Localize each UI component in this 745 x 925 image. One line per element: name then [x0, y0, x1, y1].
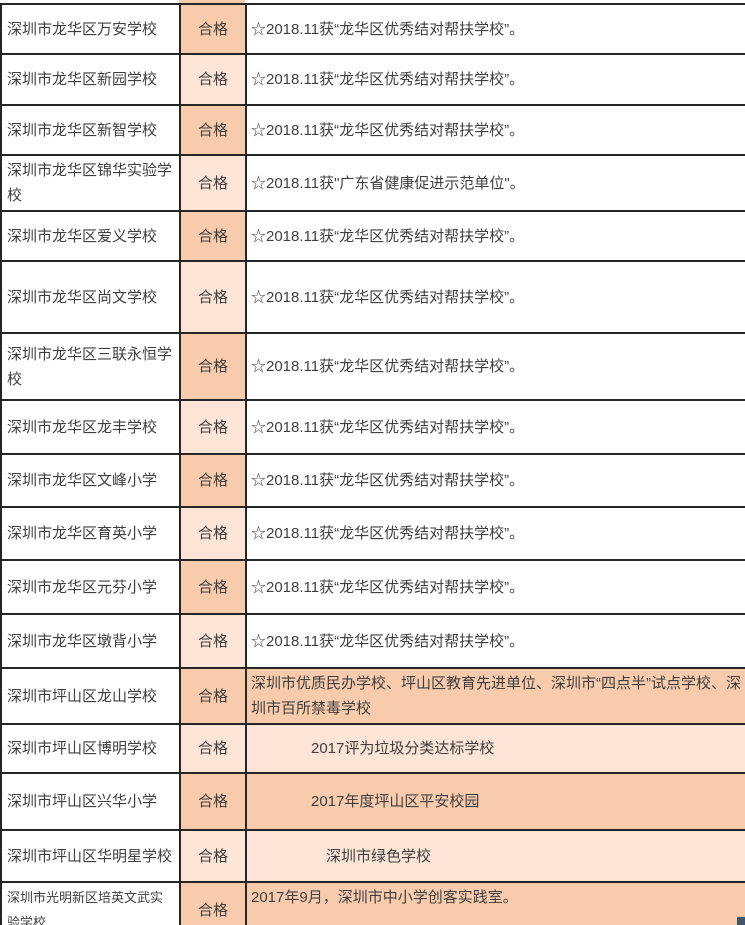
- school-name-cell[interactable]: 深圳市龙华区文峰小学: [0, 453, 181, 508]
- remark-cell[interactable]: 2017年9月，深圳市中小学创客实践室。: [245, 881, 745, 925]
- status-cell[interactable]: 合格: [179, 723, 247, 774]
- status-cell[interactable]: 合格: [179, 667, 247, 725]
- school-name-cell[interactable]: 深圳市龙华区尚文学校: [0, 260, 181, 334]
- school-name-cell[interactable]: 深圳市龙华区爱义学校: [0, 210, 181, 262]
- table-row: 深圳市龙华区文峰小学 合格 ☆2018.11获“龙华区优秀结对帮扶学校”。: [0, 453, 745, 508]
- remark-cell[interactable]: ☆2018.11获“龙华区优秀结对帮扶学校”。: [245, 332, 745, 401]
- status-cell[interactable]: 合格: [179, 559, 247, 615]
- previous-row-status-cell-remnant: [179, 0, 245, 3]
- school-name-cell[interactable]: 深圳市龙华区元芬小学: [0, 559, 181, 615]
- table-row: 深圳市龙华区尚文学校 合格 ☆2018.11获“龙华区优秀结对帮扶学校”。: [0, 260, 745, 334]
- school-name-cell[interactable]: 深圳市坪山区兴华小学: [0, 772, 181, 831]
- school-name-cell[interactable]: 深圳市龙华区新园学校: [0, 53, 181, 106]
- status-cell[interactable]: 合格: [179, 772, 247, 831]
- status-cell[interactable]: 合格: [179, 104, 247, 156]
- school-name-cell[interactable]: 深圳市龙华区万安学校: [0, 3, 181, 55]
- remark-cell[interactable]: 2017评为垃圾分类达标学校: [245, 723, 745, 774]
- status-cell[interactable]: 合格: [179, 210, 247, 262]
- previous-row-remnant: [0, 0, 745, 3]
- remark-cell[interactable]: 深圳市绿色学校: [245, 829, 745, 883]
- table-row: 深圳市坪山区兴华小学 合格 2017年度坪山区平安校园: [0, 772, 745, 831]
- school-name-cell[interactable]: 深圳市光明新区培英文武实验学校: [0, 881, 181, 925]
- table-row: 深圳市龙华区新智学校 合格 ☆2018.11获“龙华区优秀结对帮扶学校”。: [0, 104, 745, 156]
- school-name-cell[interactable]: 深圳市坪山区龙山学校: [0, 667, 181, 725]
- table-row: 深圳市龙华区爱义学校 合格 ☆2018.11获“龙华区优秀结对帮扶学校”。: [0, 210, 745, 262]
- remark-cell[interactable]: ☆2018.11获“龙华区优秀结对帮扶学校”。: [245, 399, 745, 455]
- status-cell[interactable]: 合格: [179, 881, 247, 925]
- table-row: 深圳市龙华区锦华实验学校 合格 ☆2018.11获"广东省健康促进示范单位"。: [0, 154, 745, 212]
- status-cell[interactable]: 合格: [179, 3, 247, 55]
- remark-cell[interactable]: ☆2018.11获“龙华区优秀结对帮扶学校”。: [245, 53, 745, 106]
- school-name-cell[interactable]: 深圳市龙华区墩背小学: [0, 613, 181, 669]
- remark-cell[interactable]: ☆2018.11获“龙华区优秀结对帮扶学校”。: [245, 506, 745, 561]
- table-row: 深圳市龙华区龙丰学校 合格 ☆2018.11获“龙华区优秀结对帮扶学校”。: [0, 399, 745, 455]
- remark-cell[interactable]: ☆2018.11获“龙华区优秀结对帮扶学校”。: [245, 210, 745, 262]
- remark-cell[interactable]: ☆2018.11获"广东省健康促进示范单位"。: [245, 154, 745, 212]
- status-cell[interactable]: 合格: [179, 53, 247, 106]
- school-name-cell[interactable]: 深圳市龙华区三联永恒学校: [0, 332, 181, 401]
- table-row: 深圳市龙华区墩背小学 合格 ☆2018.11获“龙华区优秀结对帮扶学校”。: [0, 613, 745, 669]
- remark-cell[interactable]: ☆2018.11获“龙华区优秀结对帮扶学校”。: [245, 260, 745, 334]
- table-row: 深圳市坪山区华明星学校 合格 深圳市绿色学校: [0, 829, 745, 883]
- school-qualification-table: 深圳市龙华区万安学校 合格 ☆2018.11获“龙华区优秀结对帮扶学校”。 深圳市龙华…: [0, 3, 745, 925]
- status-cell[interactable]: 合格: [179, 829, 247, 883]
- school-name-cell[interactable]: 深圳市龙华区新智学校: [0, 104, 181, 156]
- table-body: 深圳市龙华区万安学校 合格 ☆2018.11获“龙华区优秀结对帮扶学校”。 深圳市龙华…: [0, 3, 745, 925]
- table-row: 深圳市龙华区元芬小学 合格 ☆2018.11获“龙华区优秀结对帮扶学校”。: [0, 559, 745, 615]
- status-cell[interactable]: 合格: [179, 399, 247, 455]
- status-cell[interactable]: 合格: [179, 453, 247, 508]
- remark-cell[interactable]: ☆2018.11获“龙华区优秀结对帮扶学校”。: [245, 3, 745, 55]
- remark-cell[interactable]: ☆2018.11获“龙华区优秀结对帮扶学校”。: [245, 453, 745, 508]
- school-name-cell[interactable]: 深圳市龙华区锦华实验学校: [0, 154, 181, 212]
- remark-cell[interactable]: 深圳市优质民办学校、坪山区教育先进单位、深圳市“四点半”试点学校、深圳市百所禁毒…: [245, 667, 745, 725]
- school-name-cell[interactable]: 深圳市坪山区华明星学校: [0, 829, 181, 883]
- status-cell[interactable]: 合格: [179, 332, 247, 401]
- status-cell[interactable]: 合格: [179, 154, 247, 212]
- remark-cell[interactable]: ☆2018.11获“龙华区优秀结对帮扶学校”。: [245, 613, 745, 669]
- status-cell[interactable]: 合格: [179, 506, 247, 561]
- school-name-cell[interactable]: 深圳市龙华区育英小学: [0, 506, 181, 561]
- remark-cell[interactable]: ☆2018.11获“龙华区优秀结对帮扶学校”。: [245, 104, 745, 156]
- remark-cell[interactable]: 2017年度坪山区平安校园: [245, 772, 745, 831]
- status-cell[interactable]: 合格: [179, 260, 247, 334]
- table-row: 深圳市龙华区三联永恒学校 合格 ☆2018.11获“龙华区优秀结对帮扶学校”。: [0, 332, 745, 401]
- status-cell[interactable]: 合格: [179, 613, 247, 669]
- selection-fill-handle-icon[interactable]: [737, 917, 745, 925]
- school-name-cell[interactable]: 深圳市龙华区龙丰学校: [0, 399, 181, 455]
- table-row: 深圳市光明新区培英文武实验学校 合格 2017年9月，深圳市中小学创客实践室。: [0, 881, 745, 925]
- table-row: 深圳市龙华区育英小学 合格 ☆2018.11获“龙华区优秀结对帮扶学校”。: [0, 506, 745, 561]
- table-row: 深圳市坪山区博明学校 合格 2017评为垃圾分类达标学校: [0, 723, 745, 774]
- table-row: 深圳市龙华区万安学校 合格 ☆2018.11获“龙华区优秀结对帮扶学校”。: [0, 3, 745, 55]
- table-row: 深圳市龙华区新园学校 合格 ☆2018.11获“龙华区优秀结对帮扶学校”。: [0, 53, 745, 106]
- remark-cell[interactable]: ☆2018.11获“龙华区优秀结对帮扶学校”。: [245, 559, 745, 615]
- school-name-cell[interactable]: 深圳市坪山区博明学校: [0, 723, 181, 774]
- table-row: 深圳市坪山区龙山学校 合格 深圳市优质民办学校、坪山区教育先进单位、深圳市“四点半”…: [0, 667, 745, 725]
